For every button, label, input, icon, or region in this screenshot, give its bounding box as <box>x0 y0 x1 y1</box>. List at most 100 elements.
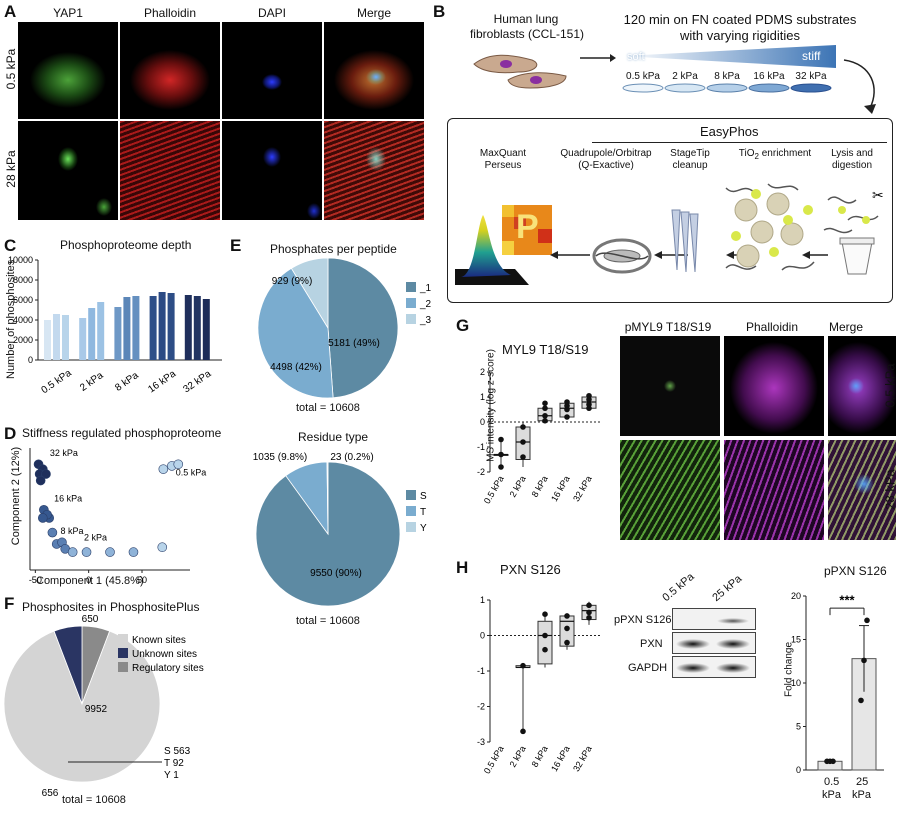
step-label: Perseus <box>484 160 522 171</box>
panel-letter-f: F <box>4 594 15 613</box>
western-blot-pxn <box>672 632 756 654</box>
legend-label: Known sites <box>132 635 186 646</box>
panel-e-title-2: Residue type <box>298 430 369 444</box>
breakdown-label: S 563 <box>164 746 191 757</box>
stiff-label: stiff <box>802 49 821 63</box>
slice-label: 656 <box>42 788 59 799</box>
source-cells-label: Human lung <box>493 12 559 26</box>
bar <box>132 296 140 360</box>
data-point <box>81 547 92 557</box>
legend-label: Regulatory sites <box>132 663 204 674</box>
group-label: 2 kPa <box>84 532 107 542</box>
blot-row-label: pPXN S126 <box>614 614 672 626</box>
x-tick-label: 8 kPa <box>113 370 141 394</box>
x-tick-label: 2 kPa <box>508 474 528 499</box>
bar-x-unit: kPa <box>822 789 841 801</box>
y-tick-label: 20 <box>791 591 801 601</box>
data-point <box>830 758 836 765</box>
pmyl9-merge-image-stiff <box>828 440 896 540</box>
y-tick-label: 10 <box>791 678 801 688</box>
panel-h-title: PXN S126 <box>500 562 561 577</box>
slice-label: 929 (9%) <box>272 276 313 287</box>
heatmap-p-icon <box>502 205 552 255</box>
phosphates-per-peptide-pie: 5181 (49%) 4498 (42%) 929 (9%) _1 _2 _3 <box>257 257 432 399</box>
data-point <box>498 464 504 470</box>
panel-a-col-label: YAP1 <box>53 6 83 20</box>
stiffness-label: 0.5 kPa <box>626 71 660 82</box>
data-point <box>564 414 570 420</box>
data-point <box>173 459 184 470</box>
pie-slice <box>327 257 399 399</box>
slice-label: 23 (0.2%) <box>330 452 373 463</box>
legend-label: Y <box>420 523 427 534</box>
pie-slice <box>53 625 83 705</box>
legend-label: Unknown sites <box>132 649 197 660</box>
data-point <box>520 662 526 669</box>
x-tick-label: 0 <box>86 575 91 585</box>
group-label: 32 kPa <box>50 448 78 458</box>
stiffness-label: 2 kPa <box>672 71 698 82</box>
legend-swatch <box>406 506 416 516</box>
bar-x-label: 25 <box>856 776 869 788</box>
panel-g-img-col: Merge <box>828 320 863 334</box>
data-point <box>586 614 592 621</box>
bar <box>79 318 87 360</box>
data-point <box>542 412 548 419</box>
data-point <box>586 392 592 399</box>
y-tick-label: 2000 <box>13 335 33 345</box>
y-tick-label: 6000 <box>13 295 33 305</box>
ms-peak-icon <box>455 215 529 285</box>
x-tick-label: 16 kPa <box>146 368 178 395</box>
y-tick-label: 2 <box>480 367 485 377</box>
y-tick-label: 8000 <box>13 275 33 285</box>
legend-swatch <box>406 490 416 500</box>
panel-c-ylabel: Number of phosphosites <box>5 259 17 379</box>
y-tick-label: -1 <box>477 442 485 452</box>
data-point <box>586 602 592 609</box>
stagetip-icon <box>671 209 699 273</box>
x-tick-label: 16 kPa <box>549 744 572 773</box>
step-label: Lysis and <box>831 148 873 159</box>
step-label: MaxQuant <box>479 148 527 159</box>
data-point <box>564 625 570 632</box>
slice-label: 1035 (9.8%) <box>253 452 307 463</box>
bar <box>202 299 210 360</box>
bar-x-label: 0.5 <box>824 776 840 788</box>
panel-a-col-label: Phalloidin <box>143 6 197 20</box>
step-label: digestion <box>831 160 873 171</box>
bar-x-unit: kPa <box>852 789 871 801</box>
yap1-image-stiff <box>18 121 118 220</box>
data-point <box>542 400 548 407</box>
bar-chart-title: pPXN S126 <box>824 564 887 578</box>
phosphoproteome-depth-chart: 0 2000 4000 6000 8000 10000 0.5 kPa 2 kPa 8 kPa 1… <box>8 255 222 396</box>
yap1-image-soft <box>18 22 118 119</box>
panel-letter-h: H <box>456 558 469 577</box>
phalloidin-image-soft <box>120 22 220 119</box>
group-label: 8 kPa <box>61 526 84 536</box>
data-point <box>520 454 526 460</box>
bar <box>193 296 201 360</box>
panel-a-col-label: DAPI <box>257 6 286 20</box>
legend-label: T <box>420 507 426 518</box>
legend-label: S <box>420 491 427 502</box>
blot-col-label: 0.5 kPa <box>660 570 697 604</box>
data-point <box>864 617 870 624</box>
y-tick-label: 10000 <box>8 255 33 265</box>
slice-label: 9952 <box>85 704 108 715</box>
pxn-boxplot: -3 -2 -1 0 1 0.5 kPa 2 kPa 8 kPa 16 kPa 32 kPa <box>477 595 600 775</box>
x-tick-label: 32 kPa <box>571 744 594 773</box>
heatmap-p-letter: P <box>516 208 539 246</box>
pxn-fold-change-chart: 0 5 10 15 20 *** <box>791 591 884 775</box>
bar <box>123 297 131 360</box>
panel-f-title: Phosphosites in PhosphositePlus <box>22 600 200 614</box>
panel-g-img-row: 28 kPa <box>882 469 898 510</box>
bar <box>97 302 105 360</box>
curved-arrow <box>843 59 876 114</box>
pie-slice <box>257 267 334 399</box>
y-tick-label: 5 <box>796 722 801 732</box>
phalloidin-magenta-image-stiff <box>724 440 824 540</box>
bar <box>149 296 157 360</box>
y-tick-label: 15 <box>791 635 801 645</box>
data-point <box>542 646 548 653</box>
x-tick-label: 0.5 kPa <box>482 744 506 775</box>
